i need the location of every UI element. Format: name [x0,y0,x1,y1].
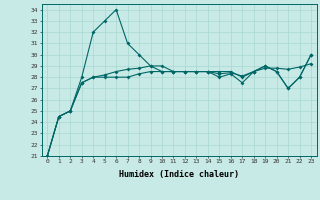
X-axis label: Humidex (Indice chaleur): Humidex (Indice chaleur) [119,170,239,179]
